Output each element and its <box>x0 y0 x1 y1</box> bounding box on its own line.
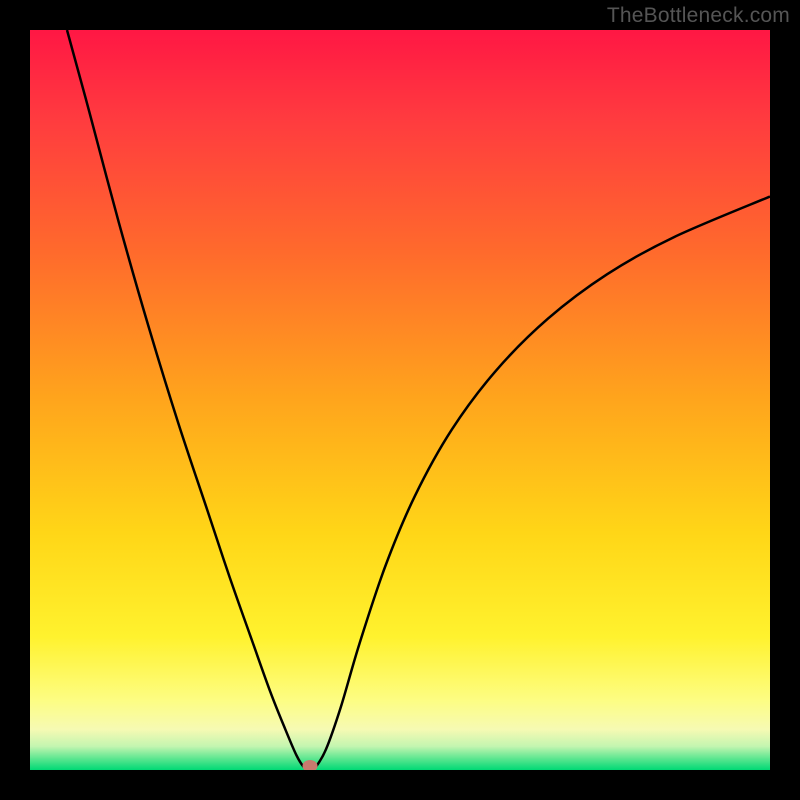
watermark-text: TheBottleneck.com <box>607 4 790 28</box>
plot-area <box>30 30 770 770</box>
curve-path <box>67 30 770 770</box>
bottleneck-curve <box>30 30 770 770</box>
minimum-marker <box>302 760 317 770</box>
